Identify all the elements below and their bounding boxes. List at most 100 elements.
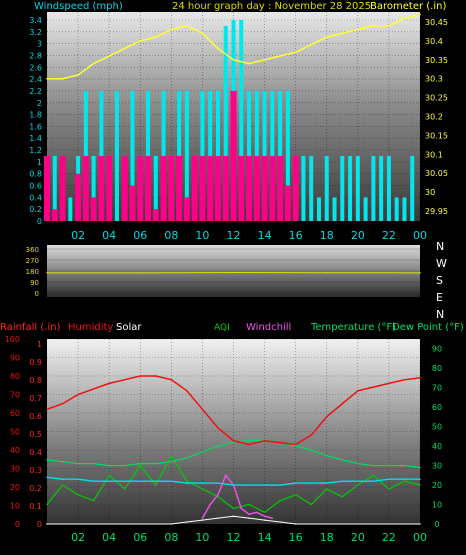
wind-average-bar [214,155,221,221]
humidity-point [279,441,281,444]
temperature-point [139,462,141,465]
temperature-point [326,455,328,457]
barometer-point [46,77,48,80]
dewpoint-point [357,480,359,482]
barometer-point [419,13,421,16]
top-x-tick-label: 08 [164,229,178,242]
humidity-point [294,443,297,446]
top-right-tick-label: 30.2 [425,113,443,122]
barometer-point [139,40,142,42]
bottom-x-tick-label: 06 [133,531,147,544]
wind-average-bar [253,155,260,221]
temperature-tick-label: 30 [432,462,442,471]
humidity-point [155,375,157,377]
windchill-point [263,515,266,517]
aqi-point [263,511,266,514]
solar-point [217,517,219,519]
wind-average-bar [176,155,183,221]
solar-point [46,523,48,525]
top-x-tick-label: 14 [258,229,272,242]
wind-direction-panel [47,245,420,297]
windchill-point [225,474,227,477]
top-left-tick-label: 0 [37,217,42,226]
wind-gust-bar [332,197,337,221]
dewpoint-point [419,478,421,480]
humidity-tick-label: 20 [10,483,20,492]
direction-tick-label: 270 [26,257,39,265]
solar-point [419,523,421,525]
humidity-point [217,427,219,429]
dewpoint-point [217,482,219,484]
wind-average-bar [222,155,229,221]
aqi-point [232,507,235,510]
temperature-tick-label: 70 [432,384,442,393]
wind-gust-bar [114,90,119,221]
aqi-point [108,474,110,477]
top-x-tick-label: 06 [133,229,147,242]
wind-gust-bar [340,155,345,221]
aqi-point [139,464,141,467]
temperature-tick-label: 90 [432,345,442,354]
direction-point [419,272,421,274]
aqi-point [155,484,157,486]
wind-gust-bar [130,90,135,221]
wind-average-bar [160,155,167,221]
humidity-tick-label: 100 [5,335,20,344]
barometer-point [217,47,219,50]
dewpoint-point [326,482,328,484]
wind-average-bar [183,197,190,221]
temperature-label: Temperature (°F) [310,322,396,333]
wind-gust-bar [309,155,314,221]
solar-point [294,523,297,525]
temperature-point [124,464,126,467]
humidity-point [326,416,328,418]
humidity-point [232,440,235,442]
rainfall-tick-label: 0.3 [29,466,42,475]
barometer-point [325,36,328,38]
temperature-point [217,445,219,447]
top-left-tick-label: 0.8 [29,170,42,179]
humidity-tick-label: 70 [10,391,20,400]
barometer-point [61,77,64,80]
wind-average-bar [191,155,198,221]
windchill-point [240,507,242,510]
dewpoint-point [92,480,95,482]
temperature-point [77,462,79,465]
dewpoint-point [263,484,266,486]
bottom-x-tick-label: 08 [164,531,178,544]
humidity-point [372,386,375,388]
humidity-tick-label: 0 [15,520,20,529]
aqi-point [61,484,64,486]
humidity-point [263,440,266,442]
temperature-point [419,466,421,469]
windchill-point [271,517,274,519]
dewpoint-point [403,478,406,480]
aqi-point [310,503,312,506]
aqi-point [279,499,281,502]
temperature-tick-label: 0 [434,520,439,529]
wind-gust-bar [301,155,306,221]
right-axis-label: Barometer (.in) [370,1,446,12]
aqi-point [186,480,188,482]
wind-average-bar [284,185,291,221]
top-left-tick-label: 2.8 [29,51,42,60]
compass-label: N [436,240,444,253]
wind-average-bar [82,155,89,221]
temperature-point [388,464,390,467]
chart-title: 24 hour graph day : November 28 2025 [172,1,371,12]
dewpoint-point [186,482,188,484]
wind-average-bar [246,155,253,221]
barometer-point [279,55,281,57]
barometer-point [201,32,204,35]
temperature-tick-label: 10 [432,501,442,510]
barometer-point [357,28,359,31]
top-left-tick-label: 1 [37,158,42,167]
dewpoint-point [155,480,157,482]
dewpoint-point [294,482,297,484]
bottom-x-tick-label: 02 [71,531,85,544]
temperature-point [294,445,297,447]
temperature-point [372,464,375,467]
solar-point [170,523,173,525]
dewpoint-point [372,480,375,482]
left-axis-label: Windspeed (mph) [34,1,123,12]
